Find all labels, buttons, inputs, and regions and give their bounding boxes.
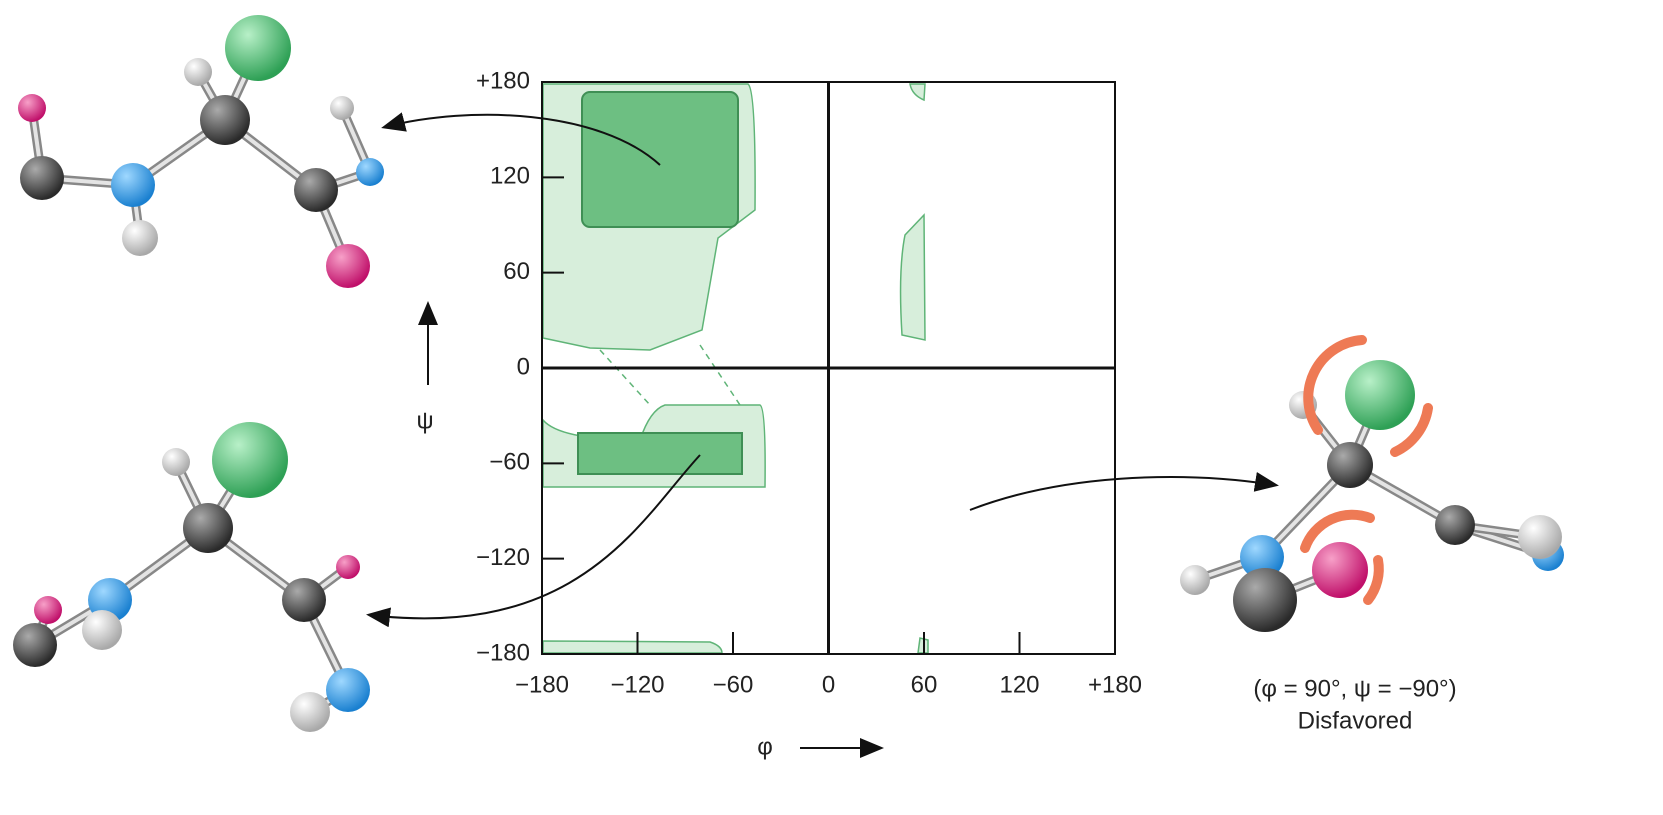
atom — [82, 610, 122, 650]
atom — [1233, 568, 1297, 632]
atom — [326, 244, 370, 288]
caption-verdict: Disfavored — [1298, 707, 1413, 734]
y-tick-label: −120 — [476, 544, 530, 571]
atom — [1345, 360, 1415, 430]
atom — [1312, 542, 1368, 598]
atom — [212, 422, 288, 498]
atom — [34, 596, 62, 624]
x-tick-label: −60 — [713, 671, 754, 698]
atom — [336, 555, 360, 579]
atom — [294, 168, 338, 212]
atom — [122, 220, 158, 256]
atom — [1435, 505, 1475, 545]
x-tick-label: −180 — [515, 671, 569, 698]
atom — [183, 503, 233, 553]
y-axis-label: ψ — [416, 407, 433, 434]
atom — [1180, 565, 1210, 595]
x-axis-label: φ — [757, 733, 773, 760]
atom — [184, 58, 212, 86]
y-tick-label: 120 — [490, 163, 530, 190]
atom — [326, 668, 370, 712]
x-tick-label: 60 — [911, 671, 938, 698]
atom — [330, 96, 354, 120]
atom — [1518, 515, 1562, 559]
atom — [356, 158, 384, 186]
atom — [200, 95, 250, 145]
atom — [20, 156, 64, 200]
atom — [290, 692, 330, 732]
y-tick-label: −60 — [489, 449, 530, 476]
y-tick-label: −180 — [476, 639, 530, 666]
x-tick-label: 0 — [822, 671, 835, 698]
atom — [111, 163, 155, 207]
atom — [225, 15, 291, 81]
y-tick-label: +180 — [476, 67, 530, 94]
atom — [13, 623, 57, 667]
atom — [1327, 442, 1373, 488]
atom — [162, 448, 190, 476]
x-tick-label: 120 — [999, 671, 1039, 698]
atom — [18, 94, 46, 122]
molecules — [13, 15, 1564, 732]
x-tick-label: +180 — [1088, 671, 1142, 698]
atom — [282, 578, 326, 622]
caption-angles: (φ = 90°, ψ = −90°) — [1253, 675, 1456, 702]
figure: −180 −120 −60 0 60 120 +180 +180 120 60 0 −60 −120 −1… — [0, 0, 1663, 810]
y-tick-label: 0 — [517, 353, 530, 380]
page: −180 −120 −60 0 60 120 +180 +180 120 60 0 −60 −120 −1… — [0, 0, 1663, 815]
y-tick-label: 60 — [503, 258, 530, 285]
x-tick-label: −120 — [610, 671, 664, 698]
